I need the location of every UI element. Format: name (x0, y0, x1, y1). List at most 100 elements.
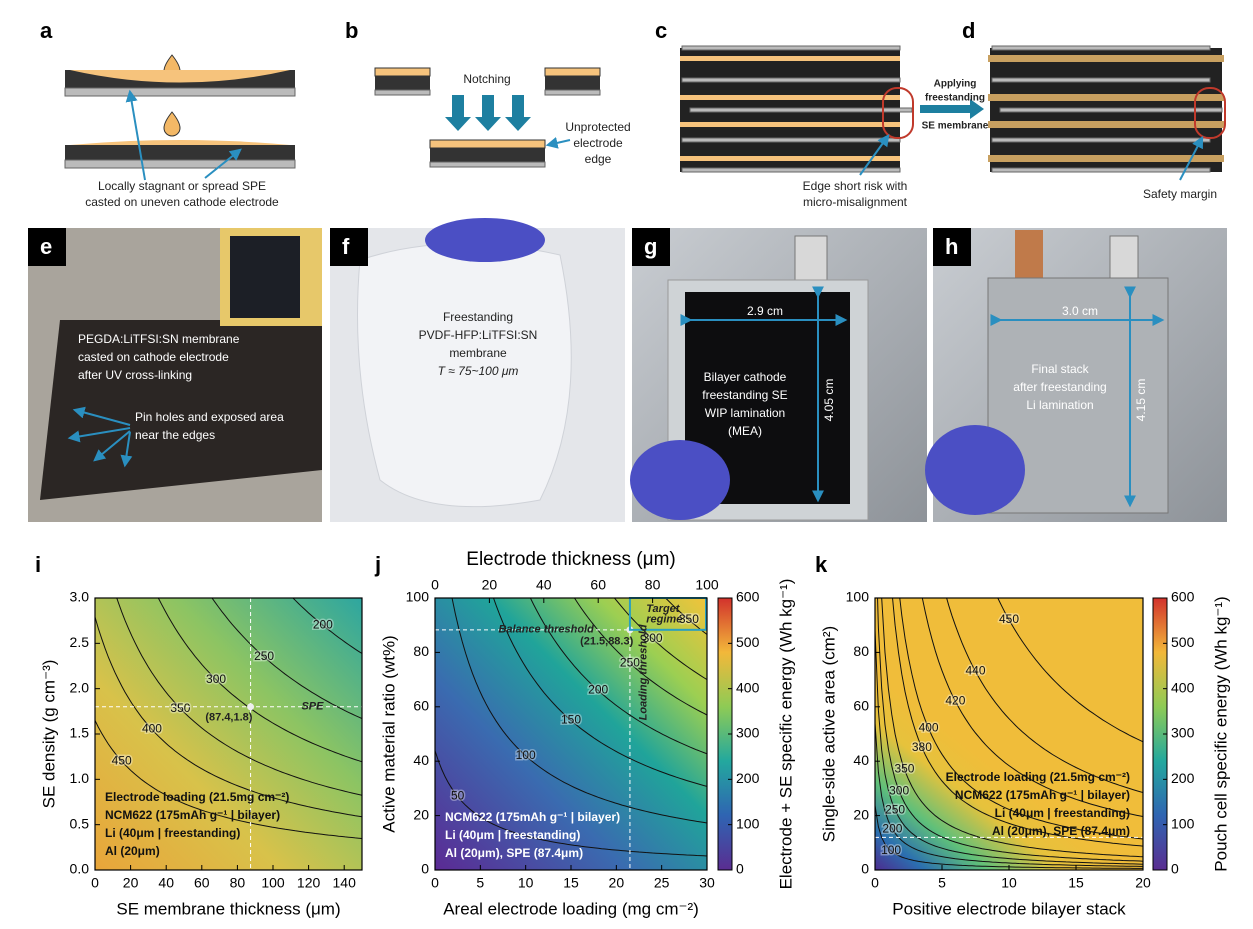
contours (95, 598, 362, 839)
note: Li (40μm | freestanding) (105, 826, 240, 840)
panel-c: c Edge short risk with micro-misalignmen… (655, 18, 914, 209)
panel-d: d Applying freestanding SE membrane Safe… (920, 18, 1226, 201)
y-tick-label: 60 (853, 698, 869, 714)
y-tick-label: 100 (846, 589, 870, 605)
panel-a: a Locally stagnant or spread SPE casted … (40, 18, 296, 209)
note: (MEA) (728, 424, 762, 438)
annotation: regime (646, 614, 682, 626)
note: Bilayer cathode (704, 370, 787, 384)
note: SE membrane (922, 121, 989, 132)
note: 4.15 cm (1134, 379, 1148, 422)
contour-label: 250 (885, 802, 905, 816)
y-tick-label: 3.0 (70, 589, 90, 605)
colorbar-tick-label: 600 (736, 589, 760, 605)
note: 4.05 cm (822, 379, 836, 422)
note: electrode (573, 136, 623, 150)
y-tick-label: 60 (413, 698, 429, 714)
contour-label: 200 (313, 617, 333, 631)
contour-label: 350 (170, 701, 190, 715)
contour-label: 400 (919, 721, 939, 735)
colorbar-tick-label: 200 (1171, 770, 1195, 786)
note: Notching (463, 72, 510, 86)
y-tick-label: 1.5 (70, 725, 90, 741)
x-tick-label: 20 (609, 875, 625, 891)
colorbar-tick-label: 300 (736, 725, 760, 741)
x2-tick-label: 0 (431, 577, 439, 593)
colorbar-tick-label: 400 (736, 679, 760, 695)
x-tick-label: 80 (230, 875, 246, 891)
note: freestanding (925, 93, 985, 104)
note: Li (40μm | freestanding) (445, 828, 580, 842)
x2-tick-label: 40 (536, 577, 552, 593)
note: Final stack (1031, 362, 1089, 376)
x-tick-label: 5 (476, 875, 484, 891)
colorbar-tick-label: 0 (736, 861, 744, 877)
x-tick-label: 20 (1135, 875, 1151, 891)
y-tick-label: 40 (853, 752, 869, 768)
annotation: (21.5,88.3) (580, 635, 634, 647)
note: 2.9 cm (747, 304, 783, 318)
panel-g: g 2.9 cm 4.05 cm Bilayer cathode freesta… (630, 228, 927, 522)
note: Edge short risk with (803, 179, 908, 193)
heatmap (875, 598, 1143, 870)
note: Pin holes and exposed area (135, 410, 284, 424)
contour-line (492, 598, 707, 787)
contour-label: 100 (881, 843, 901, 857)
panel-letter: i (35, 552, 41, 577)
panel-h: h 3.0 cm 4.15 cm Final stack after frees… (925, 228, 1227, 522)
note: Electrode loading (21.5mg cm⁻²) (105, 790, 289, 804)
note: PVDF-HFP:LiTFSI:SN (419, 328, 538, 342)
panel-letter: g (644, 234, 657, 259)
contour-label: 440 (965, 664, 985, 678)
contour-label: 50 (451, 789, 465, 803)
note: near the edges (135, 428, 215, 442)
note: micro-misalignment (803, 195, 908, 209)
y-tick-label: 20 (413, 806, 429, 822)
x-axis-label: Positive electrode bilayer stack (892, 899, 1126, 918)
colorbar-label: Pouch cell specific energy (Wh kg⁻¹) (1211, 596, 1230, 871)
annotation: Loading threshold (637, 624, 649, 720)
y-tick-label: 40 (413, 752, 429, 768)
x2-tick-label: 20 (482, 577, 498, 593)
contour-line (95, 616, 362, 818)
contour-line (211, 598, 362, 720)
x-tick-label: 15 (1068, 875, 1084, 891)
y-tick-label: 0.5 (70, 815, 90, 831)
contour-label: 200 (882, 821, 902, 835)
x-tick-label: 0 (431, 875, 439, 891)
guide-point (247, 703, 255, 711)
contour-line (946, 598, 1143, 793)
note: NCM622 (175mAh g⁻¹ | bilayer) (955, 788, 1130, 802)
x-axis-label: Areal electrode loading (mg cm⁻²) (443, 899, 699, 918)
x-tick-label: 40 (158, 875, 174, 891)
colorbar-tick-label: 600 (1171, 589, 1195, 605)
colorbar-tick-label: 200 (736, 770, 760, 786)
contour-label: 350 (679, 612, 699, 626)
y-tick-label: 20 (853, 806, 869, 822)
x2-axis-label: Electrode thickness (μm) (466, 549, 675, 570)
annotation: Target (646, 603, 681, 615)
contour-line (921, 598, 1143, 817)
contours (435, 598, 707, 857)
colorbar-tick-label: 100 (1171, 815, 1195, 831)
panel-b: b Notching Unprotected electrode edge (345, 18, 631, 168)
y-tick-label: 100 (406, 589, 430, 605)
note: PEGDA:LiTFSI:SN membrane (78, 332, 240, 346)
contour-label: 450 (112, 753, 132, 767)
contour-line (529, 598, 707, 755)
colorbar-tick-label: 500 (1171, 634, 1195, 650)
colorbar-tick-label: 400 (1171, 679, 1195, 695)
y-axis-label: SE density (g cm⁻³) (39, 660, 58, 809)
note: T ≈ 75~100 μm (438, 364, 519, 378)
note: Freestanding (443, 310, 513, 324)
x-tick-label: 15 (563, 875, 579, 891)
note: Unprotected (565, 120, 630, 134)
note: Locally stagnant or spread SPE (98, 179, 266, 193)
note: 3.0 cm (1062, 304, 1098, 318)
contours (875, 598, 1143, 869)
note: casted on uneven cathode electrode (85, 195, 279, 209)
contour-line (292, 598, 362, 654)
panel-letter: h (945, 234, 958, 259)
contour-label: 350 (894, 762, 914, 776)
y-axis-label: Active material ratio (wt%) (379, 635, 398, 832)
